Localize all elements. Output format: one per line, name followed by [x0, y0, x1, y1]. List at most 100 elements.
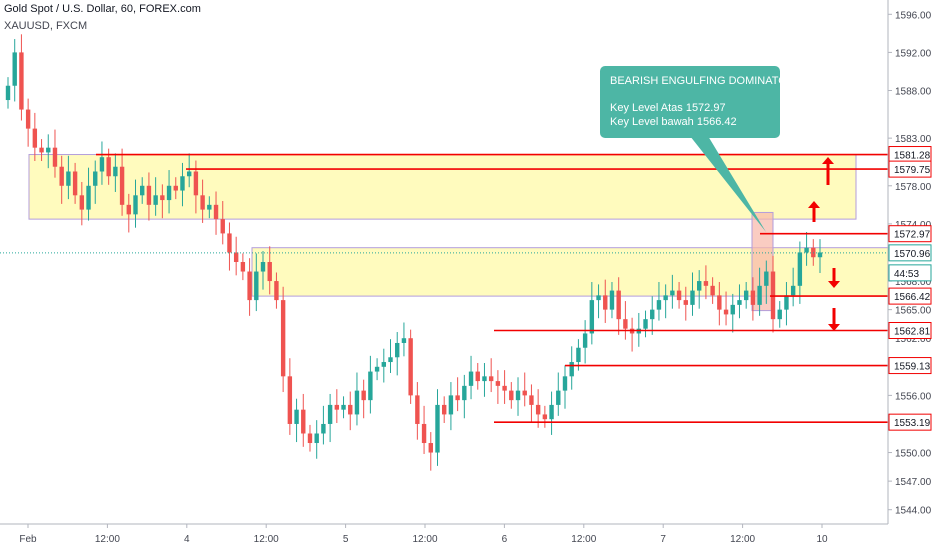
- candle-body: [710, 285, 715, 296]
- candle-body: [287, 376, 293, 424]
- candle-body: [603, 295, 608, 310]
- time-tick-label: 7: [660, 534, 666, 545]
- candle-body: [502, 385, 507, 391]
- arrow-up-upper-head: [822, 157, 834, 164]
- candle-body: [267, 262, 272, 282]
- candle-body: [475, 371, 480, 382]
- candle-body: [804, 247, 809, 253]
- candle-body: [274, 281, 279, 301]
- candle-body: [86, 185, 91, 210]
- candle-body: [482, 376, 487, 382]
- candle-body: [334, 404, 340, 410]
- candle-body: [549, 404, 554, 420]
- price-tags-layer: 1581.28 1579.75 1572.97 1566.42 1562.81 1559.…: [888, 146, 932, 431]
- candle-body: [730, 304, 735, 315]
- candle-body: [180, 176, 185, 191]
- candle-body: [388, 357, 393, 363]
- candle-body: [616, 290, 621, 320]
- candle-body: [509, 390, 514, 401]
- candle-body: [361, 390, 366, 401]
- candle-body: [556, 390, 561, 405]
- candle-body: [321, 423, 326, 434]
- price-tick-label: 1547.00: [895, 477, 932, 488]
- level-price-tag-bg: [888, 287, 932, 305]
- candle-body: [529, 395, 534, 405]
- candle-body: [576, 347, 581, 363]
- time-tick-label: 5: [343, 534, 349, 545]
- candle-body: [650, 309, 655, 320]
- candle-body: [66, 171, 71, 186]
- candle-body: [46, 147, 51, 153]
- price-tick-label: 1544.00: [895, 506, 932, 517]
- candle-body: [12, 52, 17, 86]
- time-tick-label: Feb: [19, 534, 37, 545]
- price-tick-label: 1550.00: [895, 449, 932, 460]
- candle-body: [395, 342, 400, 358]
- candle-body: [448, 395, 454, 415]
- candle-body: [495, 381, 501, 386]
- candle-body: [19, 52, 24, 110]
- candle-body: [280, 300, 286, 377]
- candle-body: [260, 262, 266, 272]
- level-price-tag-bg: [888, 357, 932, 375]
- candle-body: [441, 404, 447, 415]
- candle-body: [697, 281, 702, 291]
- time-tick-label: 6: [502, 534, 508, 545]
- price-tick-label: 1556.00: [895, 391, 932, 402]
- candle-body: [569, 362, 574, 377]
- candle-body: [160, 195, 165, 201]
- candle-body: [582, 333, 588, 348]
- candle-body: [126, 204, 131, 215]
- time-tick-label: 12:00: [730, 534, 755, 545]
- candle-body: [522, 390, 527, 396]
- candle-body: [32, 128, 38, 148]
- candle-body: [79, 195, 85, 210]
- candle-body: [200, 195, 205, 210]
- callout-pointer: [690, 136, 766, 232]
- candle-body: [227, 233, 232, 253]
- candle-body: [173, 185, 178, 191]
- time-axis: Feb 12:00 4 12:00 5 12:00 6 12:00 7 12:00 10: [19, 524, 828, 545]
- candle-body: [408, 338, 413, 396]
- candle-body: [542, 414, 548, 420]
- candle-body: [435, 404, 440, 453]
- level-price-tag: 1553.19: [894, 418, 931, 429]
- candle-body: [609, 290, 615, 310]
- level-price-tag: 1566.42: [894, 292, 931, 303]
- candle-body: [777, 309, 782, 320]
- levels-layer: [0, 153, 888, 423]
- candle-body: [240, 262, 246, 272]
- candle-body: [247, 271, 252, 301]
- candle-body: [327, 404, 333, 424]
- candle-body: [106, 157, 111, 177]
- annotation-callout[interactable]: BEARISH ENGULFING DOMINATOR Key Level At…: [600, 66, 795, 138]
- candle-body: [59, 166, 64, 186]
- time-tick-label: 12:00: [95, 534, 120, 545]
- level-price-tag: 1562.81: [894, 327, 931, 338]
- candle-body: [670, 290, 675, 296]
- last-price-tag-bg: [888, 244, 932, 262]
- candle-body: [207, 204, 212, 210]
- candle-body: [146, 185, 152, 205]
- candle-body: [354, 390, 360, 415]
- callout-line-upper: Key Level Atas 1572.97: [610, 102, 726, 114]
- candle-body: [428, 443, 433, 453]
- callout-title: BEARISH ENGULFING DOMINATOR: [610, 75, 795, 87]
- candle-body: [676, 290, 682, 301]
- candle-body: [488, 376, 494, 382]
- level-price-tag: 1579.75: [894, 165, 931, 176]
- candle-body: [462, 385, 467, 401]
- candle-body: [797, 252, 803, 286]
- price-axis: 1544.001547.001550.001553.001556.001559.…: [0, 0, 932, 525]
- candle-body: [562, 376, 568, 391]
- candle-body: [133, 195, 138, 215]
- candle-body: [140, 185, 145, 196]
- chart-title: Gold Spot / U.S. Dollar, 60, FOREX.com: [4, 3, 201, 15]
- last-price-tag: 1570.96: [894, 249, 931, 260]
- candle-body: [535, 404, 541, 415]
- candle-body: [784, 295, 789, 310]
- countdown-tag: 44:53: [894, 269, 919, 280]
- candle-body: [717, 295, 722, 310]
- candle-body: [314, 433, 319, 444]
